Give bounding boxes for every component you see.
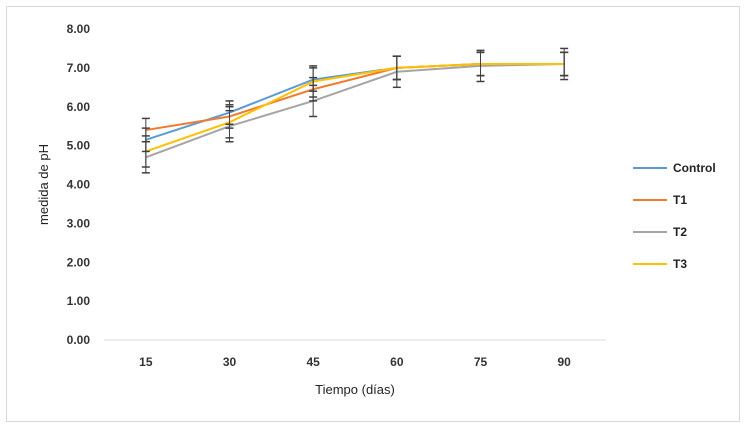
x-tick-label: 75 [474, 355, 488, 369]
legend-label: Control [673, 161, 716, 175]
series-lines [145, 62, 565, 159]
y-axis-title: medida de pH [36, 144, 51, 225]
legend-label: T1 [673, 193, 687, 207]
y-tick-label: 1.00 [67, 294, 91, 308]
chart-frame [6, 6, 740, 422]
error-bar-t3 [309, 65, 318, 98]
x-axis-title: Tiempo (días) [315, 382, 395, 397]
legend-label: T2 [673, 225, 687, 239]
legend-label: T3 [673, 257, 687, 271]
y-axis-ticks: 0.00 1.00 2.00 3.00 4.00 5.00 6.00 7.00 8.00 [67, 22, 91, 347]
series-line-t3 [145, 62, 565, 153]
error-bar-t3 [560, 51, 569, 77]
y-tick-label: 3.00 [67, 216, 91, 230]
x-tick-label: 90 [557, 355, 571, 369]
y-tick-label: 7.00 [67, 61, 91, 75]
error-bar-t3 [225, 106, 234, 139]
legend-item-t3: T3 [633, 257, 687, 271]
y-tick-label: 5.00 [67, 139, 91, 153]
y-tick-label: 6.00 [67, 100, 91, 114]
x-tick-label: 30 [223, 355, 237, 369]
error-bar-t3 [392, 55, 401, 81]
legend: Control T1 T2 T3 [633, 161, 716, 271]
legend-item-t1: T1 [633, 193, 687, 207]
series-line-t2 [145, 62, 565, 159]
x-tick-label: 45 [306, 355, 320, 369]
y-tick-label: 2.00 [67, 255, 91, 269]
y-tick-label: 0.00 [67, 333, 91, 347]
legend-item-control: Control [633, 161, 716, 175]
x-axis-ticks: 15 30 45 60 75 90 [139, 355, 571, 369]
error-bar-t3 [141, 135, 150, 168]
y-tick-label: 8.00 [67, 22, 91, 36]
error-bars [141, 47, 569, 174]
x-tick-label: 15 [139, 355, 153, 369]
y-tick-label: 4.00 [67, 178, 91, 192]
legend-item-t2: T2 [633, 225, 687, 239]
x-tick-label: 60 [390, 355, 404, 369]
error-bar-t3 [476, 51, 485, 77]
